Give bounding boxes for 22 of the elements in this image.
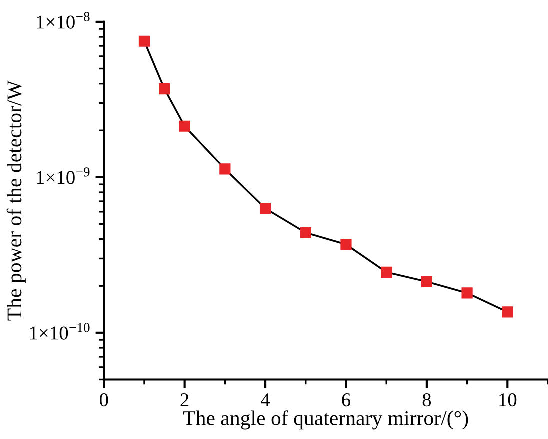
- x-tick-label: 10: [500, 393, 517, 407]
- point: [340, 239, 352, 250]
- y-tick-label: 1×10$^{−8}$: [37, 12, 90, 29]
- y-axis-title: The power of the detector/W: [6, 80, 26, 321]
- x-tick-label: 8: [422, 393, 432, 407]
- point: [138, 36, 150, 47]
- y-tick-label: 1×10$^{−10}$: [30, 323, 90, 340]
- x-tick-label: 0: [100, 393, 108, 407]
- point: [159, 84, 170, 95]
- point: [260, 203, 272, 214]
- x-tick-label: 6: [342, 394, 351, 407]
- point: [421, 276, 432, 288]
- x-tick-label: 4: [261, 394, 270, 406]
- point: [462, 288, 473, 299]
- point: [220, 164, 231, 175]
- x-tick-label: 2: [180, 394, 189, 406]
- x-axis-title: The angle of quaternary mirror/(°): [183, 410, 468, 430]
- point: [300, 227, 312, 238]
- point: [502, 306, 514, 318]
- point: [179, 120, 190, 132]
- y-tick-label: 1×10$^{−9}$: [37, 168, 90, 184]
- point: [381, 266, 392, 278]
